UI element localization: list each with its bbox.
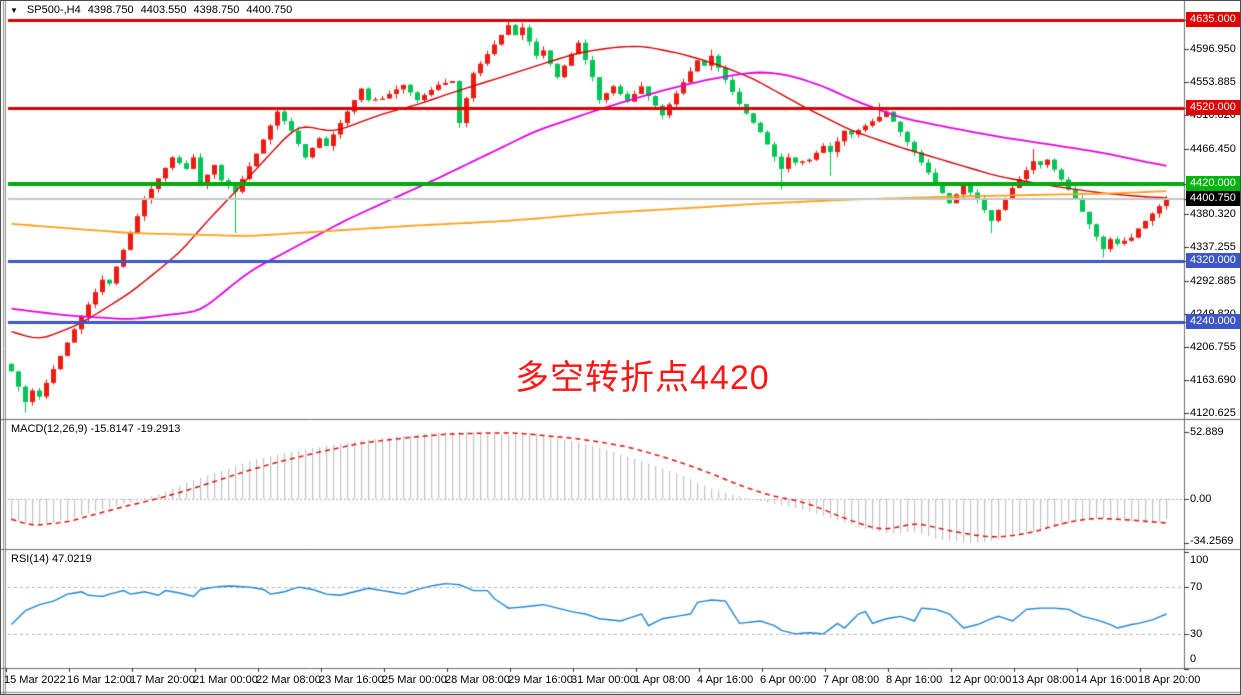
ohlc-low: 4398.750 bbox=[193, 4, 240, 16]
dropdown-arrow-icon[interactable]: ▼ bbox=[10, 5, 18, 15]
macd-indicator-label: MACD(12,26,9) -15.8147 -19.2913 bbox=[11, 423, 181, 435]
rsi-indicator-label: RSI(14) 47.0219 bbox=[11, 553, 92, 565]
ohlc-high: 4403.550 bbox=[140, 4, 187, 16]
ohlc-open: 4398.750 bbox=[87, 4, 134, 16]
symbol-period-label: SP500-,H4 bbox=[26, 4, 81, 16]
chart-annotation: 多空转折点4420 bbox=[515, 359, 770, 397]
ohlc-close: 4400.750 bbox=[246, 4, 293, 16]
ohlc-header: ▼ SP500-,H4 4398.750 4403.550 4398.750 4… bbox=[10, 4, 292, 16]
